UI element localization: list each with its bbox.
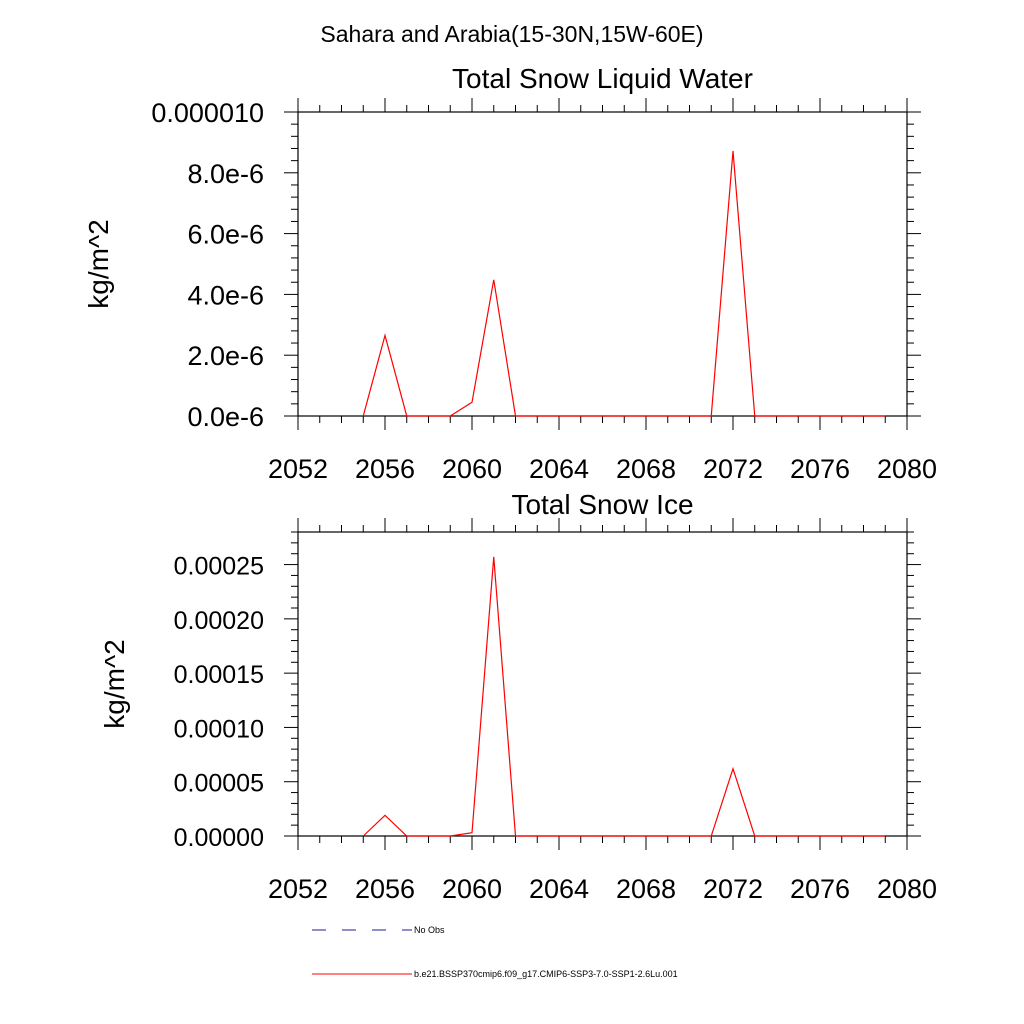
y-tick-label: 0.00005: [174, 770, 264, 798]
y-tick-label: 0.00015: [174, 661, 264, 689]
x-tick-label: 2080: [877, 874, 937, 904]
x-tick-label: 2064: [529, 874, 589, 904]
plot-frame: [297, 111, 908, 417]
y-tick-label: 2.0e-6: [187, 341, 264, 371]
x-tick-label: 2080: [877, 454, 937, 484]
y-tick-label: 0.0e-6: [187, 402, 264, 432]
y-tick-label: 4.0e-6: [187, 280, 264, 310]
x-tick-label: 2052: [268, 454, 328, 484]
chart-panel-2: Total Snow Ice kg/m^2 2052 2056 2060 2064 2068…: [99, 489, 937, 904]
x-tick-label: 2068: [616, 454, 676, 484]
y-tick-label: 6.0e-6: [187, 220, 264, 250]
y-tick-label: 8.0e-6: [187, 159, 264, 189]
x-tick-label: 2076: [790, 454, 850, 484]
chart-panel-1: Total Snow Liquid Water kg/m^2 2052 2056 206…: [83, 63, 937, 484]
y-tick-label: 0.00025: [174, 553, 264, 581]
chart-title: Total Snow Ice: [511, 489, 693, 520]
y-tick-label: 0.000010: [151, 98, 264, 128]
x-tick-label: 2072: [703, 454, 763, 484]
x-tick-label: 2068: [616, 874, 676, 904]
y-axis-label: kg/m^2: [83, 219, 114, 308]
x-tick-label: 2060: [442, 874, 502, 904]
x-tick-label: 2052: [268, 874, 328, 904]
legend-label: b.e21.BSSP370cmip6.f09_g17.CMIP6-SSP3-7.…: [414, 969, 678, 979]
x-tick-label: 2060: [442, 454, 502, 484]
x-tick-label: 2064: [529, 454, 589, 484]
legend: No Obs b.e21.BSSP370cmip6.f09_g17.CMIP6-S…: [312, 925, 678, 979]
series-line: [362, 556, 886, 837]
x-tick-label: 2056: [355, 874, 415, 904]
legend-label: No Obs: [414, 925, 445, 935]
y-tick-label: 0.00000: [174, 824, 264, 852]
chart-title: Total Snow Liquid Water: [452, 63, 753, 94]
y-axis-label: kg/m^2: [99, 639, 130, 728]
x-tick-label: 2076: [790, 874, 850, 904]
x-tick-label: 2072: [703, 874, 763, 904]
legend-item-2: b.e21.BSSP370cmip6.f09_g17.CMIP6-SSP3-7.…: [312, 969, 678, 979]
figure-suptitle: Sahara and Arabia(15-30N,15W-60E): [320, 21, 703, 47]
legend-item-1: No Obs: [312, 925, 445, 935]
y-tick-label: 0.00010: [174, 715, 264, 743]
plot-frame: [297, 531, 908, 837]
series-line: [362, 150, 886, 417]
x-tick-label: 2056: [355, 454, 415, 484]
y-tick-label: 0.00020: [174, 607, 264, 635]
charts: Total Snow Liquid Water kg/m^2 2052 2056 206…: [83, 63, 937, 904]
